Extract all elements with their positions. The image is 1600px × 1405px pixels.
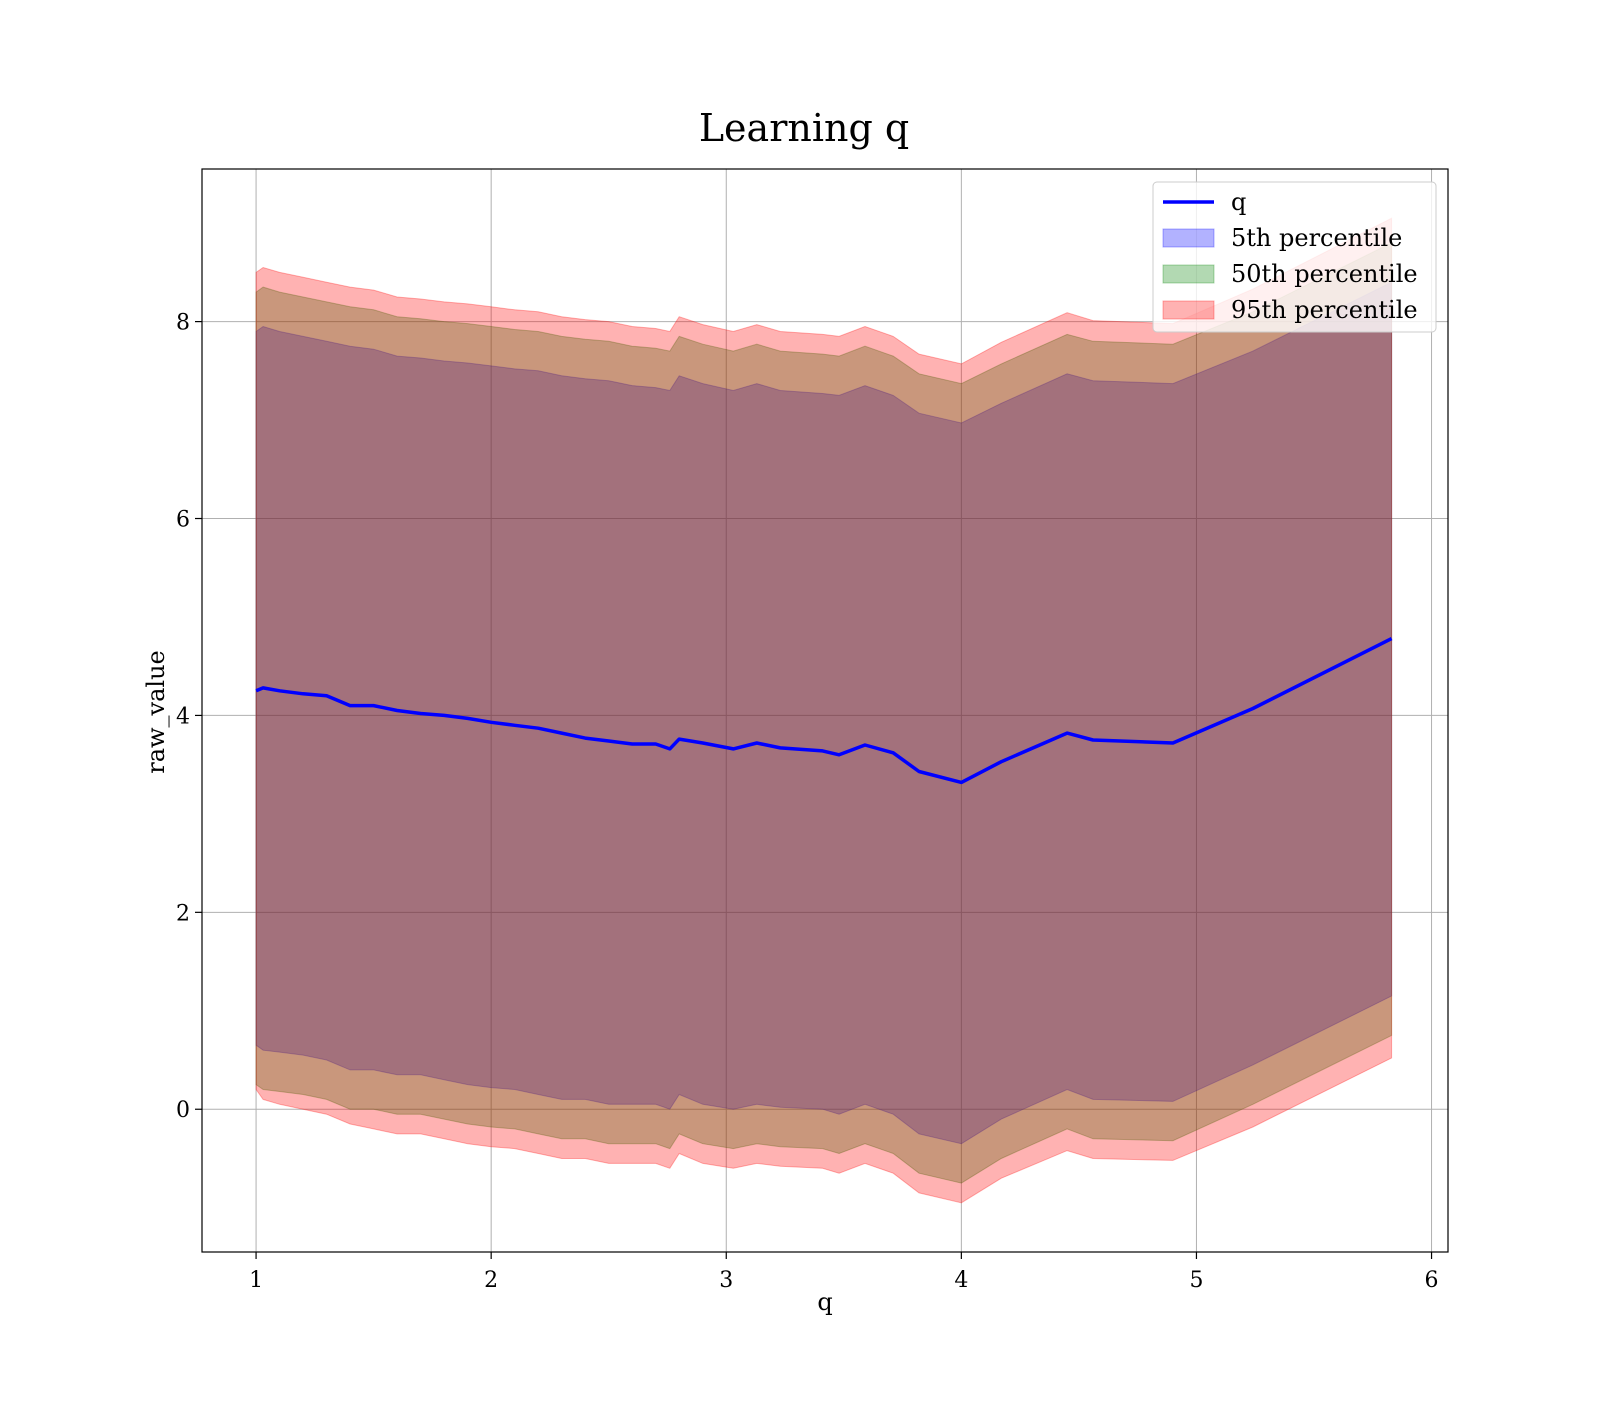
x-tick-label: 6 [1425,1268,1439,1293]
x-tick-label: 5 [1189,1268,1203,1293]
x-tick-label: 4 [954,1268,968,1293]
legend-label: q [1231,188,1246,216]
legend-label: 95th percentile [1231,296,1418,324]
legend-label: 5th percentile [1231,224,1402,252]
band-5th-percentile [255,281,1393,1145]
band-95th-percentile [255,217,1393,1204]
y-axis-label: raw_value [142,650,170,774]
y-tick-label: 2 [176,901,190,926]
legend-box [1152,181,1437,333]
grid [202,169,1448,1252]
x-tick-label: 2 [484,1268,498,1293]
legend-swatch-95th [1162,300,1215,320]
x-tick-label: 3 [719,1268,733,1293]
legend-swatch-5th [1162,228,1215,248]
x-tick-label: 1 [249,1268,263,1293]
band-50th-percentile [255,241,1393,1184]
y-tick-label: 8 [176,311,190,336]
axis-ticks: 1 2 3 4 5 6 0 2 4 6 8 [176,311,1439,1293]
plot-frame [201,168,1449,1253]
percentile-bands [255,217,1393,1204]
y-tick-label: 6 [176,508,190,533]
q-line-layer [255,637,1393,785]
y-tick-label: 4 [176,704,190,729]
q-series-line [255,637,1393,785]
y-tick-label: 0 [176,1098,190,1123]
legend: q 5th percentile 50th percentile 95th perce… [1152,181,1437,333]
legend-label: 50th percentile [1231,260,1418,288]
chart-title: Learning q [699,106,909,150]
x-axis-label: q [817,1288,832,1316]
legend-swatch-50th [1162,264,1215,284]
